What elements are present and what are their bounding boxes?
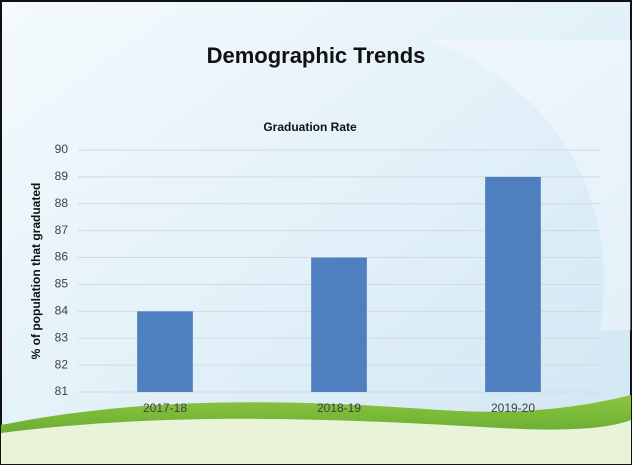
- y-tick-label: 87: [55, 223, 69, 237]
- bar: [311, 257, 367, 392]
- y-tick-label: 88: [55, 196, 69, 210]
- y-tick-label: 83: [55, 330, 69, 344]
- x-tick-label: 2019-20: [491, 401, 535, 415]
- bar: [485, 176, 541, 392]
- y-tick-label: 81: [55, 384, 69, 398]
- y-tick-label: 86: [55, 250, 69, 264]
- y-tick-label: 82: [55, 357, 69, 371]
- decor-swirl: [430, 40, 631, 330]
- bar: [137, 311, 193, 392]
- y-tick-label: 84: [55, 304, 69, 318]
- x-tick-label: 2018-19: [317, 401, 361, 415]
- chart-title: Graduation Rate: [263, 120, 357, 134]
- y-axis-label: % of population that graduated: [29, 183, 43, 360]
- y-tick-label: 90: [55, 142, 69, 156]
- y-tick-label: 89: [55, 169, 69, 183]
- x-tick-label: 2017-18: [143, 401, 187, 415]
- decor-wave-light: [1, 418, 631, 464]
- y-tick-label: 85: [55, 277, 69, 291]
- slide-title: Demographic Trends: [207, 43, 426, 68]
